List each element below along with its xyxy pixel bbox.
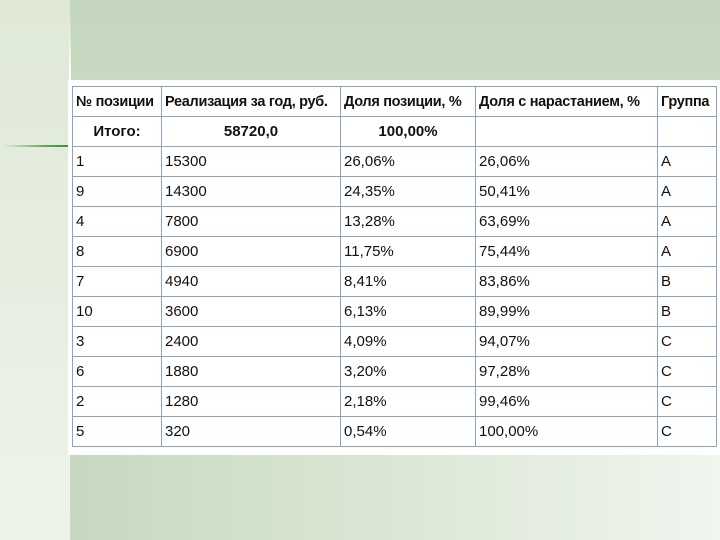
- abc-analysis-table: № позиции Реализация за год, руб. Доля п…: [72, 86, 717, 447]
- cumulative-share-cell: 89,99%: [475, 296, 658, 327]
- cumulative-share-cell: 83,86%: [475, 266, 658, 297]
- sales-cell: 14300: [161, 176, 341, 207]
- group-cell: C: [657, 326, 717, 357]
- table-row: 7 4940 8,41% 83,86% B: [72, 266, 717, 297]
- table-row: 2 1280 2,18% 99,46% C: [72, 386, 717, 417]
- header-sales: Реализация за год, руб.: [161, 86, 341, 117]
- share-cell: 2,18%: [340, 386, 476, 417]
- position-cell: 3: [72, 326, 162, 357]
- cumulative-share-cell: 26,06%: [475, 146, 658, 177]
- position-cell: 5: [72, 416, 162, 447]
- cumulative-share-cell: 97,28%: [475, 356, 658, 387]
- position-cell: 7: [72, 266, 162, 297]
- cumulative-share-cell: 75,44%: [475, 236, 658, 267]
- table-row: 1 15300 26,06% 26,06% A: [72, 146, 717, 177]
- position-cell: 6: [72, 356, 162, 387]
- share-cell: 8,41%: [340, 266, 476, 297]
- share-cell: 6,13%: [340, 296, 476, 327]
- total-group: [657, 116, 717, 147]
- sales-cell: 3600: [161, 296, 341, 327]
- group-cell: C: [657, 386, 717, 417]
- cumulative-share-cell: 63,69%: [475, 206, 658, 237]
- table-row: 6 1880 3,20% 97,28% C: [72, 356, 717, 387]
- table-row: 8 6900 11,75% 75,44% A: [72, 236, 717, 267]
- share-cell: 26,06%: [340, 146, 476, 177]
- group-cell: A: [657, 176, 717, 207]
- total-cumulative: [475, 116, 658, 147]
- cumulative-share-cell: 100,00%: [475, 416, 658, 447]
- table-row: 10 3600 6,13% 89,99% B: [72, 296, 717, 327]
- group-cell: C: [657, 356, 717, 387]
- share-cell: 11,75%: [340, 236, 476, 267]
- left-background-panel: [0, 0, 70, 540]
- sales-cell: 15300: [161, 146, 341, 177]
- header-row: № позиции Реализация за год, руб. Доля п…: [72, 86, 717, 117]
- decorative-horizontal-line: [0, 145, 72, 147]
- group-cell: B: [657, 266, 717, 297]
- sales-cell: 4940: [161, 266, 341, 297]
- total-row: Итого: 58720,0 100,00%: [72, 116, 717, 147]
- group-cell: C: [657, 416, 717, 447]
- position-cell: 10: [72, 296, 162, 327]
- group-cell: A: [657, 206, 717, 237]
- sales-cell: 6900: [161, 236, 341, 267]
- total-label: Итого:: [72, 116, 162, 147]
- position-cell: 1: [72, 146, 162, 177]
- share-cell: 13,28%: [340, 206, 476, 237]
- group-cell: A: [657, 236, 717, 267]
- sales-cell: 1280: [161, 386, 341, 417]
- header-share: Доля позиции, %: [340, 86, 476, 117]
- header-cumulative-share: Доля с нарастанием, %: [475, 86, 658, 117]
- position-cell: 9: [72, 176, 162, 207]
- share-cell: 0,54%: [340, 416, 476, 447]
- share-cell: 24,35%: [340, 176, 476, 207]
- sales-cell: 320: [161, 416, 341, 447]
- sales-cell: 7800: [161, 206, 341, 237]
- header-group: Группа: [657, 86, 717, 117]
- header-position: № позиции: [72, 86, 162, 117]
- bottom-background-panel: [70, 455, 720, 540]
- sales-cell: 1880: [161, 356, 341, 387]
- total-share: 100,00%: [340, 116, 476, 147]
- share-cell: 4,09%: [340, 326, 476, 357]
- position-cell: 2: [72, 386, 162, 417]
- table-row: 3 2400 4,09% 94,07% C: [72, 326, 717, 357]
- position-cell: 8: [72, 236, 162, 267]
- group-cell: B: [657, 296, 717, 327]
- table-row: 5 320 0,54% 100,00% C: [72, 416, 717, 447]
- cumulative-share-cell: 50,41%: [475, 176, 658, 207]
- table-row: 4 7800 13,28% 63,69% A: [72, 206, 717, 237]
- sales-cell: 2400: [161, 326, 341, 357]
- share-cell: 3,20%: [340, 356, 476, 387]
- position-cell: 4: [72, 206, 162, 237]
- cumulative-share-cell: 99,46%: [475, 386, 658, 417]
- cumulative-share-cell: 94,07%: [475, 326, 658, 357]
- total-sales: 58720,0: [161, 116, 341, 147]
- table-row: 9 14300 24,35% 50,41% A: [72, 176, 717, 207]
- group-cell: A: [657, 146, 717, 177]
